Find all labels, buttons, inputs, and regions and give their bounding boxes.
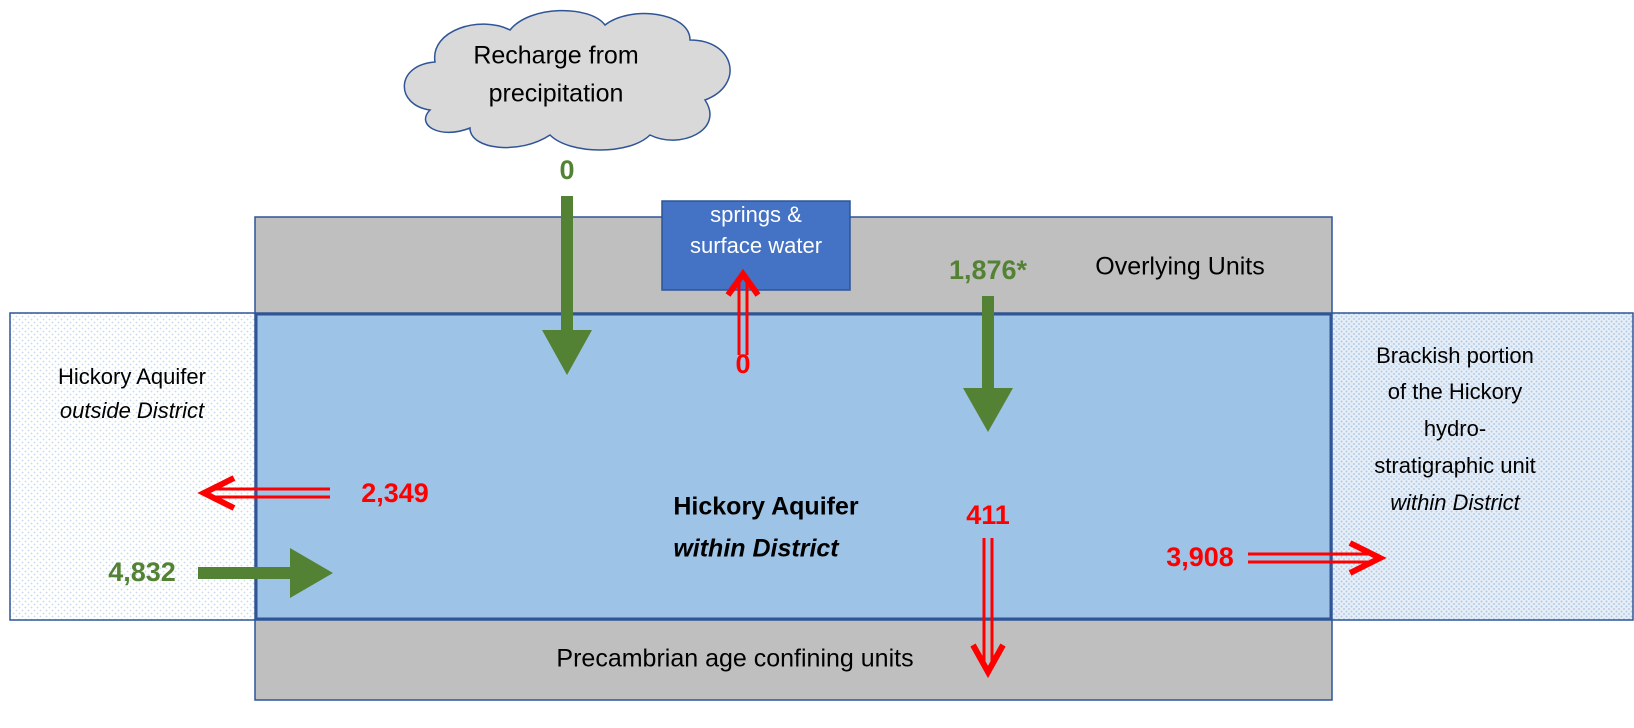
- flow-label: 2,349: [361, 478, 429, 508]
- cloud-text: precipitation: [489, 80, 624, 108]
- layer-label: Hickory Aquifer: [673, 493, 859, 521]
- arrow: [542, 196, 592, 375]
- flow-label: 0: [559, 155, 574, 185]
- springs-text: springs &: [710, 202, 802, 227]
- brackish-label: Brackish portion: [1376, 343, 1534, 368]
- cloud: [403, 9, 731, 151]
- arrow: [198, 548, 333, 598]
- brackish-label: stratigraphic unit: [1374, 453, 1535, 478]
- flow-label: 0: [735, 349, 750, 379]
- outside-label: outside District: [60, 398, 205, 423]
- flow-label: 411: [966, 500, 1010, 530]
- inflow-arrows: [198, 196, 1013, 598]
- confining-layer: [254, 619, 1333, 701]
- flow-label: 1,876*: [949, 255, 1028, 285]
- arrow: [197, 475, 330, 511]
- springs-text: surface water: [690, 233, 822, 258]
- brackish-box: [1331, 312, 1634, 621]
- layer-label: Overlying Units: [1095, 253, 1265, 281]
- layer-label: Precambrian age confining units: [556, 645, 913, 673]
- arrow: [963, 296, 1013, 432]
- flow-label: 4,832: [108, 557, 176, 587]
- cloud-text: Recharge from: [473, 42, 638, 70]
- springs-box: [661, 200, 851, 291]
- layer-label: within District: [673, 535, 840, 563]
- arrow: [725, 268, 761, 355]
- aquifer-layer: [254, 312, 1333, 621]
- arrow: [970, 538, 1006, 679]
- brackish-label: of the Hickory: [1388, 379, 1523, 404]
- arrow: [1248, 540, 1387, 576]
- brackish-label: hydro-: [1424, 416, 1486, 441]
- flow-label: 3,908: [1166, 542, 1234, 572]
- outflow-arrows: [197, 268, 1387, 679]
- outside-label: Hickory Aquifer: [58, 364, 206, 389]
- brackish-label: within District: [1390, 490, 1520, 515]
